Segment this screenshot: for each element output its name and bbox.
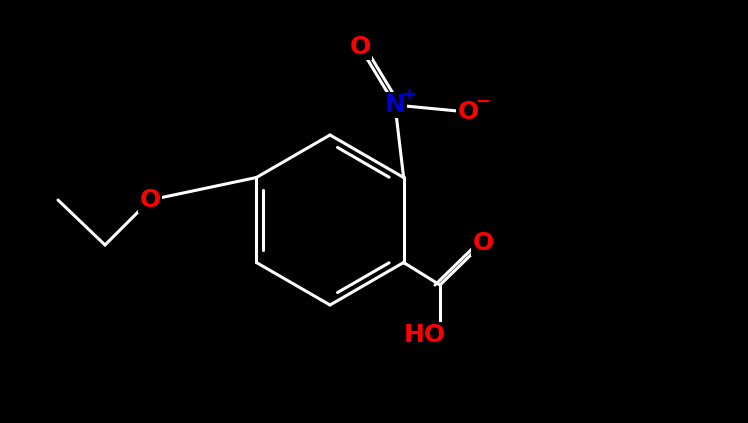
- Text: −: −: [476, 93, 491, 111]
- Text: N: N: [384, 93, 405, 117]
- Text: O: O: [473, 231, 494, 255]
- Text: O: O: [139, 188, 161, 212]
- Text: +: +: [402, 86, 417, 104]
- Text: O: O: [349, 35, 370, 59]
- Text: HO: HO: [404, 323, 446, 347]
- Text: O: O: [457, 100, 479, 124]
